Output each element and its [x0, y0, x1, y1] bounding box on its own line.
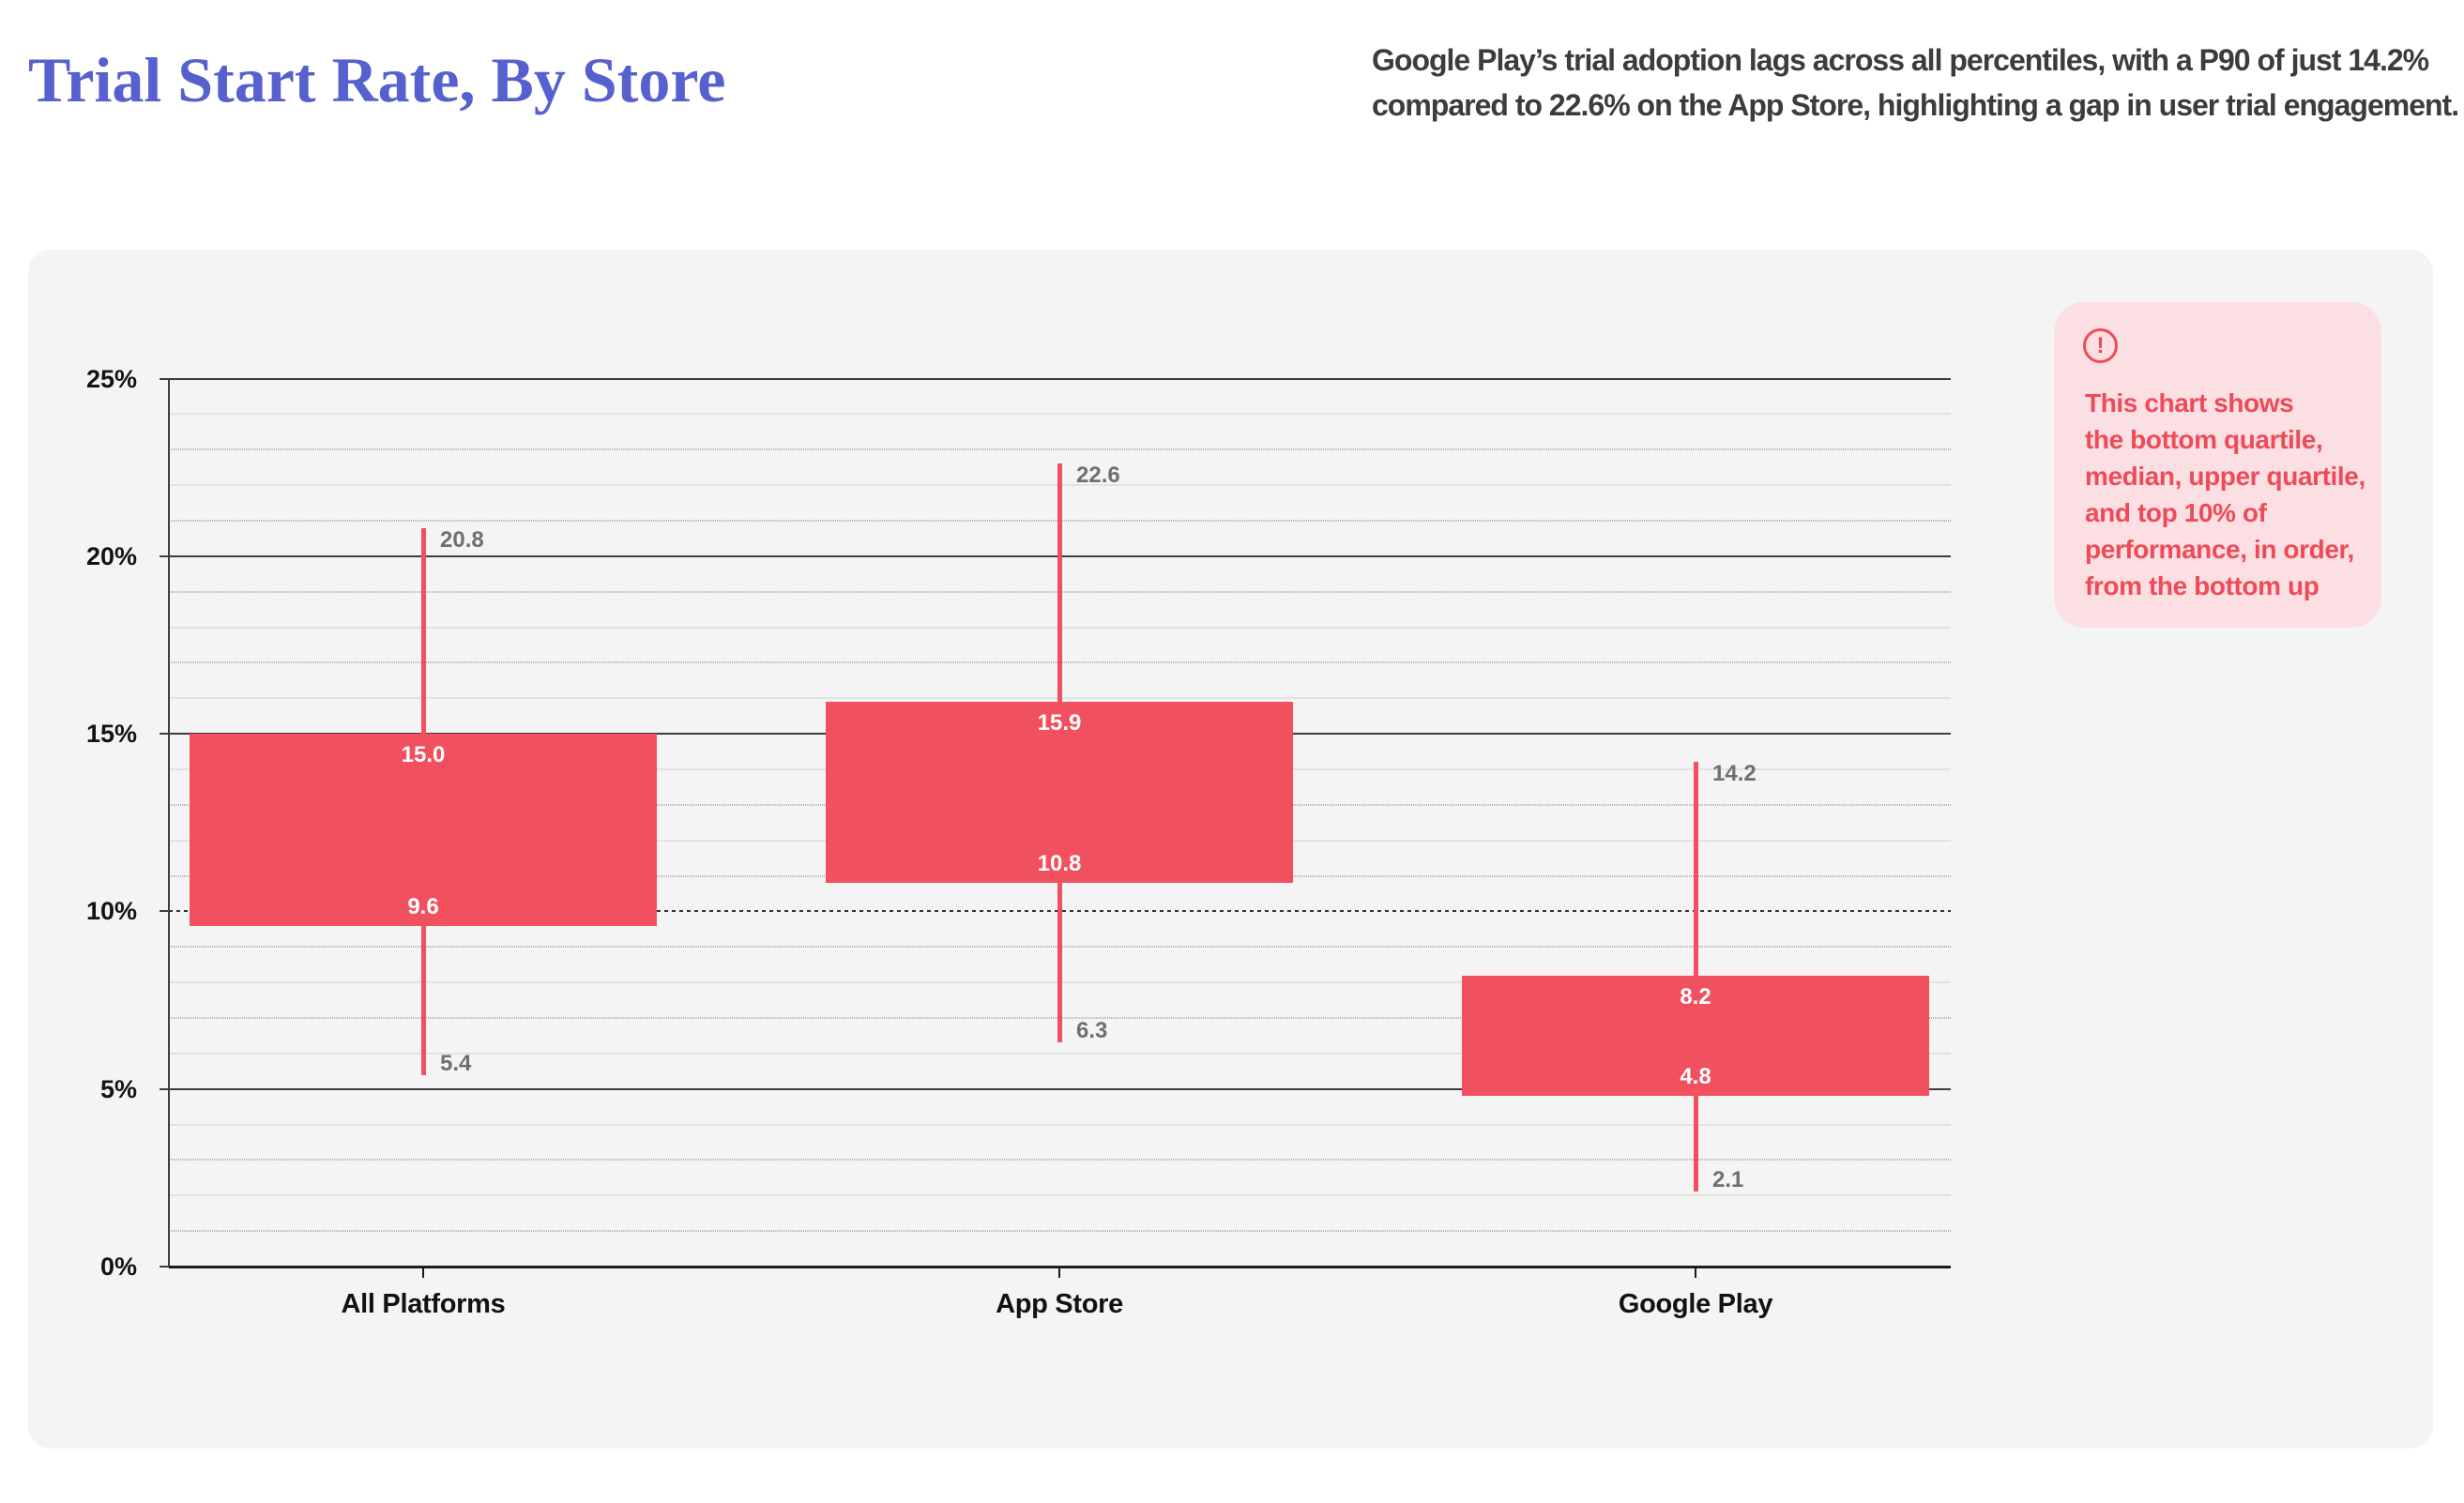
value-label-p90: 20.8 [440, 526, 484, 553]
y-axis-tick [160, 554, 169, 557]
annotation-text: This chart shows the bottom quartile, me… [2085, 385, 2365, 604]
box-google-play [1462, 975, 1929, 1097]
y-axis-label: 20% [85, 541, 137, 570]
chart-subtitle-line: compared to 22.6% on the App Store, high… [1372, 88, 2459, 122]
y-axis-tick [160, 1266, 169, 1268]
y-axis-label: 25% [85, 364, 137, 393]
value-label-p25: 6.3 [1076, 1018, 1108, 1044]
x-axis-tick [422, 1268, 424, 1278]
value-label-p90: 22.6 [1076, 463, 1120, 489]
y-axis-label: 15% [85, 720, 137, 749]
value-label-p90: 14.2 [1712, 761, 1757, 787]
value-label-p25: 5.4 [440, 1050, 472, 1076]
annotation-card: ! This chart shows the bottom quartile, … [2054, 302, 2381, 628]
major-gridline [169, 377, 1951, 380]
value-label-p75: 8.2 [1680, 983, 1711, 1010]
annotation-line: and top 10% of [2085, 498, 2267, 527]
y-axis-tick [160, 377, 169, 380]
x-axis-tick [1058, 1268, 1060, 1278]
value-label-median: 10.8 [1037, 851, 1082, 877]
page-title: Trial Start Rate, By Store [28, 44, 726, 115]
annotation-line: performance, in order, [2085, 535, 2354, 564]
value-label-p25: 2.1 [1712, 1167, 1744, 1193]
minor-gridline [169, 1159, 1951, 1161]
minor-gridline [169, 448, 1951, 451]
y-axis-label: 0% [99, 1252, 137, 1281]
y-axis-tick [160, 1087, 169, 1090]
minor-gridline [169, 413, 1951, 416]
x-axis-line [169, 1266, 1951, 1268]
alert-circle-icon: ! [2083, 328, 2118, 363]
y-axis-label: 10% [85, 897, 137, 926]
annotation-line: from the bottom up [2085, 571, 2320, 600]
minor-gridline [169, 1230, 1951, 1233]
x-axis-label: App Store [996, 1289, 1123, 1319]
major-gridline [169, 1087, 1951, 1090]
minor-gridline [169, 1123, 1951, 1126]
chart-subtitle: Google Play’s trial adoption lags across… [1372, 38, 2464, 128]
chart-subtitle-line: Google Play’s trial adoption lags across… [1372, 43, 2429, 77]
box-app-store [826, 702, 1293, 884]
value-label-p75: 15.0 [401, 742, 446, 768]
y-axis-label: 5% [99, 1074, 137, 1103]
value-label-p75: 15.9 [1037, 710, 1082, 736]
annotation-line: the bottom quartile, [2085, 425, 2323, 454]
value-label-median: 4.8 [1680, 1064, 1711, 1090]
y-axis-line [168, 378, 170, 1267]
box-all-platforms [190, 734, 657, 926]
x-axis-label: All Platforms [341, 1289, 506, 1319]
annotation-line: This chart shows [2085, 388, 2294, 418]
x-axis-label: Google Play [1618, 1289, 1773, 1319]
annotation-line: median, upper quartile, [2085, 462, 2365, 491]
minor-gridline [169, 1052, 1951, 1055]
x-axis-tick [1695, 1268, 1696, 1278]
minor-gridline [169, 1194, 1951, 1197]
value-label-median: 9.6 [407, 893, 439, 919]
y-axis-tick [160, 733, 169, 736]
y-axis-tick [160, 910, 169, 913]
